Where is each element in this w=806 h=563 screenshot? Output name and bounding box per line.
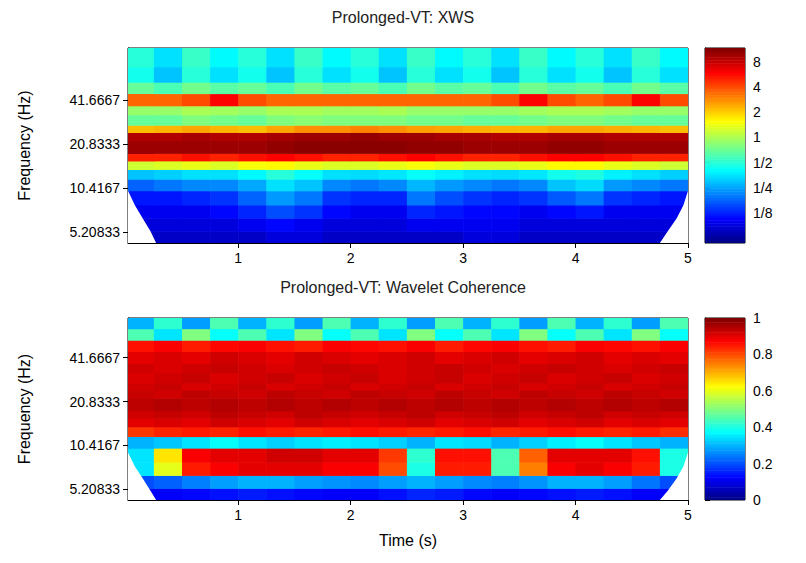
svg-text:Time (s): Time (s) <box>379 532 437 549</box>
svg-text:5.20833: 5.20833 <box>69 224 120 240</box>
svg-text:20.8333: 20.8333 <box>69 136 120 152</box>
svg-text:10.4167: 10.4167 <box>69 180 120 196</box>
svg-text:41.6667: 41.6667 <box>69 92 120 108</box>
svg-text:1: 1 <box>234 507 242 523</box>
svg-text:3: 3 <box>459 250 467 266</box>
svg-text:0.4: 0.4 <box>753 419 773 435</box>
svg-text:1: 1 <box>753 310 761 326</box>
svg-text:41.6667: 41.6667 <box>69 350 120 366</box>
svg-text:1/8: 1/8 <box>753 205 773 221</box>
svg-text:0.6: 0.6 <box>753 383 773 399</box>
svg-text:2: 2 <box>347 250 355 266</box>
svg-text:2: 2 <box>347 507 355 523</box>
svg-text:5: 5 <box>684 507 692 523</box>
svg-text:4: 4 <box>572 507 580 523</box>
svg-text:Frequency (Hz): Frequency (Hz) <box>16 90 33 200</box>
svg-text:1/4: 1/4 <box>753 180 773 196</box>
svg-text:4: 4 <box>572 250 580 266</box>
svg-text:5: 5 <box>684 250 692 266</box>
svg-text:Prolonged-VT: Wavelet Coherenc: Prolonged-VT: Wavelet Coherence <box>280 279 526 296</box>
svg-text:5.20833: 5.20833 <box>69 481 120 497</box>
svg-text:3: 3 <box>459 507 467 523</box>
svg-text:0.8: 0.8 <box>753 346 773 362</box>
svg-text:0: 0 <box>753 492 761 508</box>
svg-text:1: 1 <box>234 250 242 266</box>
svg-text:4: 4 <box>753 79 761 95</box>
svg-text:2: 2 <box>753 104 761 120</box>
svg-text:20.8333: 20.8333 <box>69 394 120 410</box>
svg-text:1/2: 1/2 <box>753 155 773 171</box>
svg-text:8: 8 <box>753 54 761 70</box>
svg-text:Frequency (Hz): Frequency (Hz) <box>16 354 33 464</box>
svg-text:0.2: 0.2 <box>753 456 773 472</box>
svg-text:10.4167: 10.4167 <box>69 437 120 453</box>
svg-text:1: 1 <box>753 129 761 145</box>
svg-text:Prolonged-VT: XWS: Prolonged-VT: XWS <box>332 9 474 26</box>
